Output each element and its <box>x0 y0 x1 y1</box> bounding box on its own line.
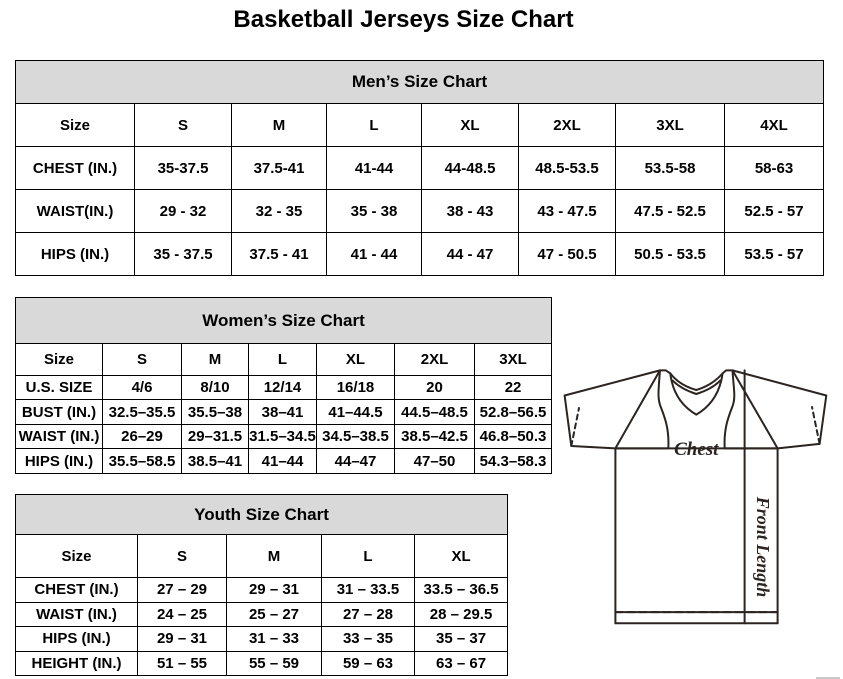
svg-text:Front Length: Front Length <box>753 496 773 598</box>
svg-text:Chest: Chest <box>674 439 719 460</box>
